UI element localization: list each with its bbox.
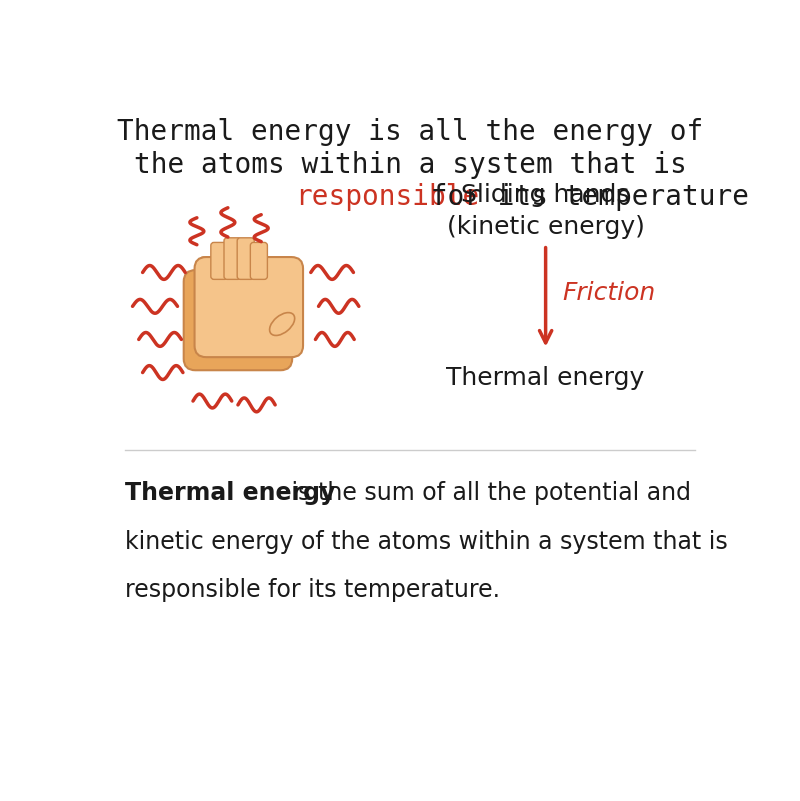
Ellipse shape (270, 312, 294, 336)
Text: responsible: responsible (295, 183, 479, 211)
Text: Friction: Friction (562, 281, 656, 305)
Text: Thermal energy: Thermal energy (125, 481, 335, 505)
Text: is the sum of all the potential and: is the sum of all the potential and (285, 481, 691, 505)
FancyBboxPatch shape (224, 238, 241, 280)
Text: responsible for its temperature.: responsible for its temperature. (125, 578, 500, 602)
FancyBboxPatch shape (213, 257, 230, 292)
Text: Thermal energy is all the energy of: Thermal energy is all the energy of (117, 118, 703, 146)
FancyBboxPatch shape (237, 238, 254, 280)
Text: Thermal energy: Thermal energy (446, 366, 645, 390)
Text: the atoms within a system that is: the atoms within a system that is (134, 151, 686, 179)
FancyBboxPatch shape (184, 270, 292, 370)
FancyBboxPatch shape (250, 243, 267, 280)
FancyBboxPatch shape (211, 243, 228, 280)
FancyBboxPatch shape (238, 257, 256, 292)
Text: kinetic energy of the atoms within a system that is: kinetic energy of the atoms within a sys… (125, 530, 727, 554)
FancyBboxPatch shape (194, 257, 303, 357)
FancyBboxPatch shape (200, 257, 217, 292)
Text: for its temperature: for its temperature (414, 183, 749, 211)
Text: Sliding hands
(kinetic energy): Sliding hands (kinetic energy) (446, 183, 645, 239)
FancyBboxPatch shape (226, 257, 243, 292)
